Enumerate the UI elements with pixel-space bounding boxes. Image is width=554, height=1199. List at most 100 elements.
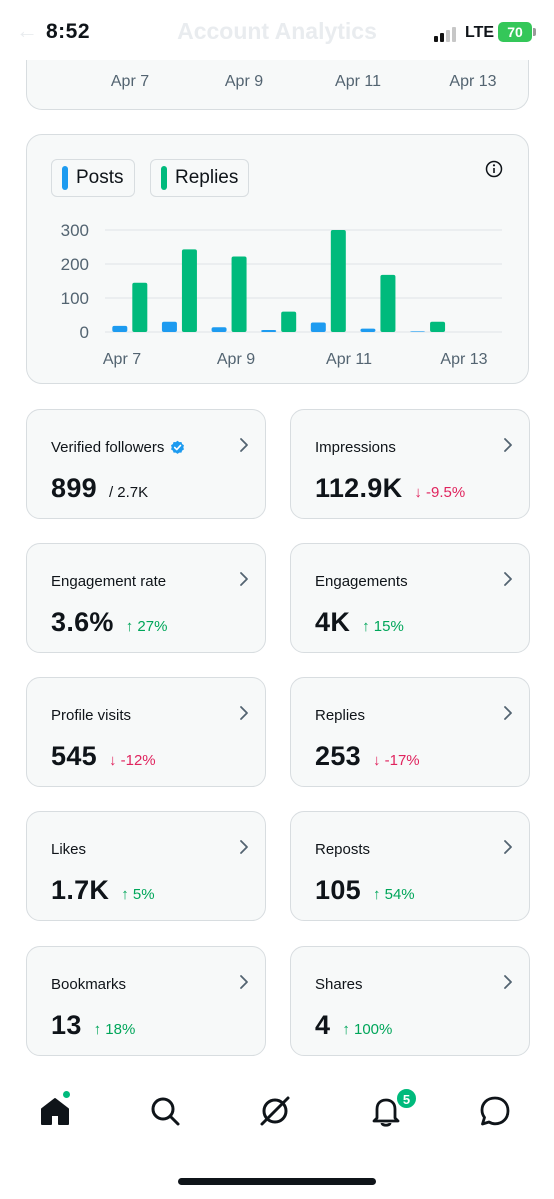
stat-value: 13 <box>51 1010 82 1040</box>
bar-replies-apr-10[interactable] <box>330 230 346 332</box>
stat-title-row: Profile visits <box>51 707 131 724</box>
legend-posts-label: Posts <box>76 167 124 188</box>
network-type: LTE <box>465 24 495 41</box>
stat-title: Engagements <box>315 573 408 590</box>
cellular-signal-icon <box>434 26 460 42</box>
posts-replies-chart-card: Posts Replies 0 100 200 300 Apr 7 Apr 9 Apr 11… <box>26 134 529 384</box>
bar-replies-apr-6[interactable] <box>132 282 148 332</box>
stat-card-engagements[interactable]: Engagements 4K ↑ 15% <box>290 543 530 653</box>
stat-card-shares[interactable]: Shares 4 ↑ 100% <box>290 946 530 1056</box>
nav-messages[interactable] <box>478 1094 518 1134</box>
bar-posts-apr-9[interactable] <box>261 329 277 332</box>
bar-replies-apr-9[interactable] <box>281 311 297 332</box>
stat-card-impressions[interactable]: Impressions 112.9K ↓ -9.5% <box>290 409 530 519</box>
bar-replies-apr-11[interactable] <box>380 274 396 332</box>
stat-title: Verified followers <box>51 439 165 456</box>
chevron-right-icon <box>240 975 248 989</box>
bar-replies-apr-7[interactable] <box>181 249 197 332</box>
stat-title-row: Shares <box>315 976 363 993</box>
stat-title: Reposts <box>315 841 371 858</box>
stat-title-row: Reposts <box>315 841 370 858</box>
home-icon <box>41 1098 69 1125</box>
stat-card-likes[interactable]: Likes 1.7K ↑ 5% <box>26 811 266 921</box>
battery-level: 70 <box>507 24 523 40</box>
stat-card-verified-followers[interactable]: Verified followers 899 / 2.7K <box>26 409 266 519</box>
stat-value-row: 4 ↑ 100% <box>315 1010 392 1041</box>
battery-tip <box>533 28 536 36</box>
y-tick-label: 200 <box>61 255 89 274</box>
notifications-icon <box>372 1098 400 1127</box>
verified-badge-icon <box>171 440 185 454</box>
stat-title: Replies <box>315 707 366 724</box>
stat-title: Likes <box>51 841 87 858</box>
stat-card-replies[interactable]: Replies 253 ↓ -17% <box>290 677 530 787</box>
home-indicator <box>178 1178 376 1185</box>
bar-posts-apr-12[interactable] <box>410 331 426 332</box>
legend-posts[interactable]: Posts <box>51 159 135 197</box>
stat-card-bookmarks[interactable]: Bookmarks 13 ↑ 18% <box>26 946 266 1056</box>
back-arrow-icon[interactable]: ← <box>16 18 38 43</box>
notifications-badge: 5 <box>396 1088 417 1109</box>
stat-change: ↑ 15% <box>362 618 404 635</box>
stat-value-row: 899 / 2.7K <box>51 473 148 504</box>
stat-title-row: Verified followers <box>51 439 185 456</box>
status-time: 8:52 <box>46 20 91 43</box>
bar-replies-apr-12[interactable] <box>430 321 446 332</box>
bar-posts-apr-8[interactable] <box>211 327 227 332</box>
posts-swatch <box>62 166 68 190</box>
stat-value: 545 <box>51 741 97 771</box>
stat-card-profile-visits[interactable]: Profile visits 545 ↓ -12% <box>26 677 266 787</box>
bar-replies-apr-8[interactable] <box>231 256 247 332</box>
stat-value: 1.7K <box>51 875 110 905</box>
chevron-right-icon <box>240 840 248 854</box>
bar-posts-apr-11[interactable] <box>360 328 376 332</box>
bar-posts-apr-6[interactable] <box>112 325 128 332</box>
stat-value-row: 13 ↑ 18% <box>51 1010 135 1041</box>
stat-value: 105 <box>315 875 361 905</box>
stat-value-row: 1.7K ↑ 5% <box>51 875 155 906</box>
stat-value: 112.9K <box>315 473 403 503</box>
x-tick-label: Apr 13 <box>440 351 487 368</box>
stat-value-row: 4K ↑ 15% <box>315 607 404 638</box>
stat-value-row: 253 ↓ -17% <box>315 741 420 772</box>
stat-value-row: 3.6% ↑ 27% <box>51 607 167 638</box>
stat-card-reposts[interactable]: Reposts 105 ↑ 54% <box>290 811 530 921</box>
stat-value-row: 545 ↓ -12% <box>51 741 156 772</box>
stat-title-row: Engagements <box>315 573 408 590</box>
stat-title: Impressions <box>315 439 396 456</box>
stat-card-engagement-rate[interactable]: Engagement rate 3.6% ↑ 27% <box>26 543 266 653</box>
stat-title-row: Bookmarks <box>51 976 126 993</box>
stat-change: ↓ -17% <box>372 752 420 769</box>
x-tick-label: Apr 9 <box>217 351 255 368</box>
bar-posts-apr-10[interactable] <box>310 322 326 332</box>
page-title: Account Analytics <box>177 18 377 44</box>
grok-icon <box>260 1096 290 1126</box>
stat-value-row: 105 ↑ 54% <box>315 875 415 906</box>
stat-title: Bookmarks <box>51 976 127 993</box>
y-tick-label: 0 <box>80 323 89 342</box>
x-tick-label: Apr 9 <box>224 73 264 90</box>
nav-search[interactable] <box>148 1094 188 1134</box>
chevron-right-icon <box>240 572 248 586</box>
replies-swatch <box>161 166 167 190</box>
nav-notifications[interactable] <box>369 1094 409 1134</box>
legend-replies[interactable]: Replies <box>150 159 250 197</box>
y-tick-label: 300 <box>61 221 89 240</box>
stat-value-row: 112.9K ↓ -9.5% <box>315 473 465 504</box>
chevron-right-icon <box>240 438 248 452</box>
stat-value: 3.6% <box>51 607 114 637</box>
stat-title-row: Engagement rate <box>51 573 166 590</box>
chevron-right-icon <box>504 438 512 452</box>
stat-value: 4K <box>315 607 351 637</box>
legend-replies-label: Replies <box>175 167 239 188</box>
bar-posts-apr-7[interactable] <box>161 321 177 332</box>
stat-change: ↑ 5% <box>121 886 155 903</box>
chevron-right-icon <box>240 706 248 720</box>
stat-value: 899 <box>51 473 97 503</box>
status-bar: ← Account Analytics 8:52 LTE 70 <box>0 0 554 66</box>
stat-value: 253 <box>315 741 361 771</box>
nav-grok[interactable] <box>258 1094 298 1134</box>
nav-home[interactable] <box>38 1094 78 1134</box>
home-dot-badge <box>62 1090 71 1099</box>
info-icon[interactable] <box>485 160 503 178</box>
